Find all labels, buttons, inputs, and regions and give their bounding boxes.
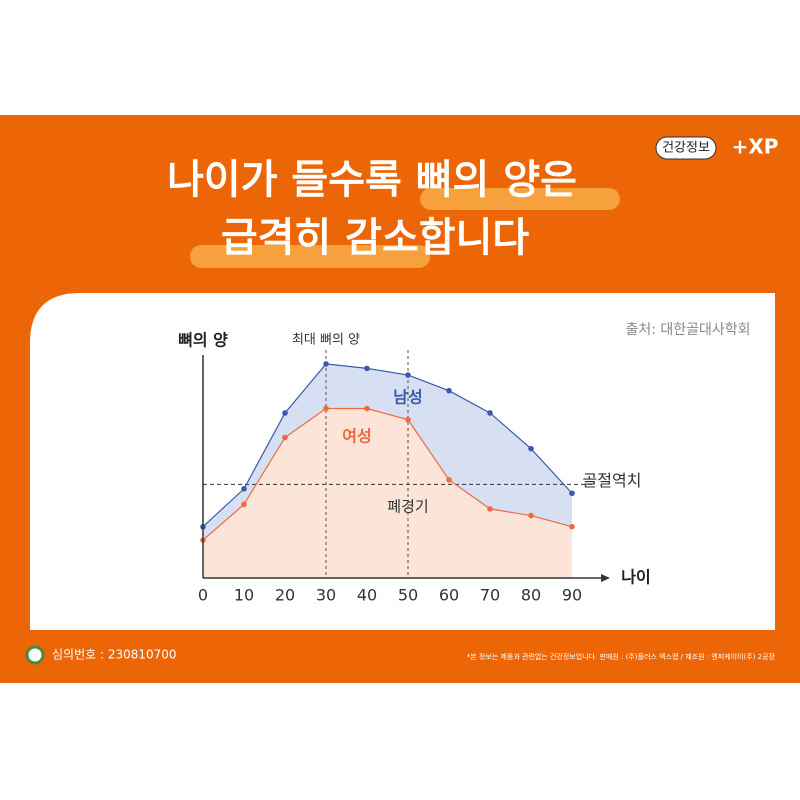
series-label: 여성 [342, 427, 371, 446]
x-tick-label: 40 [357, 586, 377, 605]
x-tick-label: 10 [234, 586, 254, 605]
data-point [282, 410, 288, 416]
badge [655, 136, 717, 160]
x-axis-label: 나이 [621, 568, 650, 587]
data-point [364, 365, 370, 372]
badge-text: 건강정보 [662, 141, 710, 156]
highlight [190, 245, 430, 268]
x-tick-label: 80 [521, 586, 541, 605]
title-part: 뼈의 양은 [416, 157, 577, 203]
data-point [241, 501, 247, 508]
x-tick-label: 30 [316, 586, 336, 605]
data-point [569, 490, 575, 497]
review-icon [25, 645, 45, 665]
title-part: 합니다 [419, 215, 530, 261]
area-fill [203, 408, 572, 578]
data-point [528, 512, 534, 519]
series-label: 남성 [393, 388, 422, 407]
logo: +XP [732, 135, 779, 159]
series-line [202, 407, 573, 541]
data-point [282, 434, 288, 441]
source: 출처: 대한골대사학회 [625, 322, 750, 338]
data-point [323, 405, 329, 412]
review-number: 심의번호 : 230810700 [52, 648, 177, 662]
data-point [446, 387, 452, 394]
data-point [241, 486, 247, 492]
title-line: 나이가 들수록 뼈의 양은 [167, 157, 577, 203]
reference-label: 최대 뼈의 양 [292, 333, 360, 348]
reference-label: 폐경기 [387, 498, 428, 516]
title-line: 급격히 감소합니다 [221, 215, 530, 261]
data-point [323, 361, 329, 367]
highlight [420, 188, 620, 210]
notice: *본 정보는 제품과 관련없는 건강정보입니다. 판매원 : (주)플러스 엑스… [467, 652, 776, 661]
data-point [405, 372, 411, 378]
x-tick-label: 0 [198, 586, 208, 605]
series-line [202, 363, 573, 528]
x-tick-label: 50 [398, 586, 418, 605]
data-point [487, 410, 493, 416]
data-point [528, 445, 534, 452]
y-axis-label: 뼈의 양 [178, 331, 228, 350]
data-point [446, 477, 452, 483]
x-axis-arrow [601, 574, 610, 582]
x-tick-label: 60 [439, 586, 459, 605]
data-point [405, 416, 411, 423]
title-part: 급격히 감소 [221, 215, 419, 261]
x-tick-label: 20 [275, 586, 295, 605]
data-point [569, 523, 575, 530]
x-tick-label: 70 [480, 586, 500, 605]
threshold-label: 골절역치 [583, 471, 642, 490]
data-point [487, 506, 493, 512]
title-part: 나이가 들수록 [167, 157, 416, 203]
data-point [364, 405, 370, 412]
x-tick-label: 90 [562, 586, 582, 605]
